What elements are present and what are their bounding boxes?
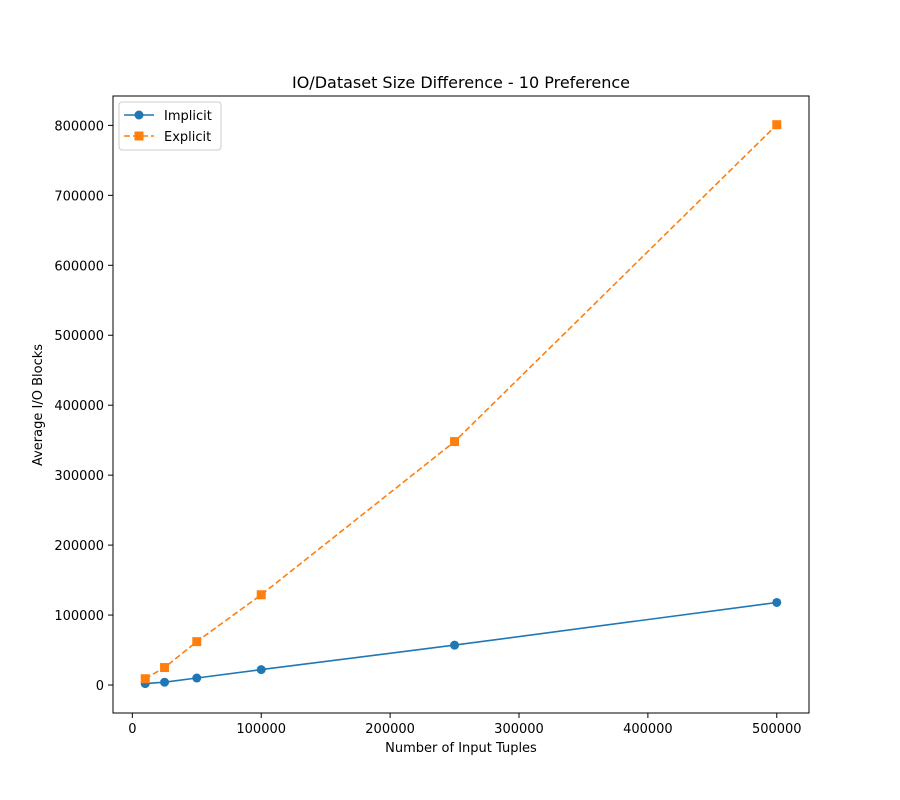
y-axis: 0 100000 200000 300000 400000 500000 600000 700… — [54, 119, 113, 694]
data-point-implicit — [256, 665, 266, 675]
data-point-implicit — [160, 677, 170, 687]
x-tick-label: 500000 — [752, 722, 802, 737]
y-tick-label: 500000 — [54, 329, 104, 344]
data-point-implicit — [450, 640, 460, 650]
y-tick-label: 600000 — [54, 259, 104, 274]
x-axis: 0 100000 200000 300000 400000 500000 — [128, 713, 802, 737]
y-tick-label: 400000 — [54, 399, 104, 414]
x-tick-label: 200000 — [365, 722, 415, 737]
x-tick-label: 100000 — [236, 722, 286, 737]
data-point-explicit — [256, 590, 266, 600]
x-tick-label: 400000 — [623, 722, 673, 737]
legend-marker-implicit — [134, 110, 144, 120]
x-tick-label: 300000 — [494, 722, 544, 737]
data-point-explicit — [772, 120, 782, 130]
data-point-explicit — [160, 663, 170, 673]
y-tick-label: 800000 — [54, 119, 104, 134]
data-point-implicit — [772, 597, 782, 607]
data-point-explicit — [192, 637, 202, 647]
legend-label-explicit: Explicit — [164, 130, 211, 145]
legend: Implicit Explicit — [118, 101, 222, 151]
data-point-explicit — [140, 674, 150, 684]
y-tick-label: 200000 — [54, 539, 104, 554]
data-point-implicit — [192, 673, 202, 683]
x-axis-label: Number of Input Tuples — [385, 741, 537, 756]
legend-box — [118, 101, 222, 151]
legend-marker-explicit — [134, 131, 144, 141]
y-tick-label: 300000 — [54, 469, 104, 484]
legend-label-implicit: Implicit — [164, 109, 212, 124]
plot-area — [140, 120, 782, 689]
y-tick-label: 0 — [96, 679, 104, 694]
y-tick-label: 100000 — [54, 609, 104, 624]
y-tick-label: 700000 — [54, 189, 104, 204]
y-axis-label: Average I/O Blocks — [31, 344, 46, 466]
x-tick-label: 0 — [128, 722, 136, 737]
data-point-explicit — [450, 437, 460, 447]
chart-title: IO/Dataset Size Difference - 10 Preferen… — [292, 73, 630, 92]
axes-frame — [112, 95, 810, 714]
